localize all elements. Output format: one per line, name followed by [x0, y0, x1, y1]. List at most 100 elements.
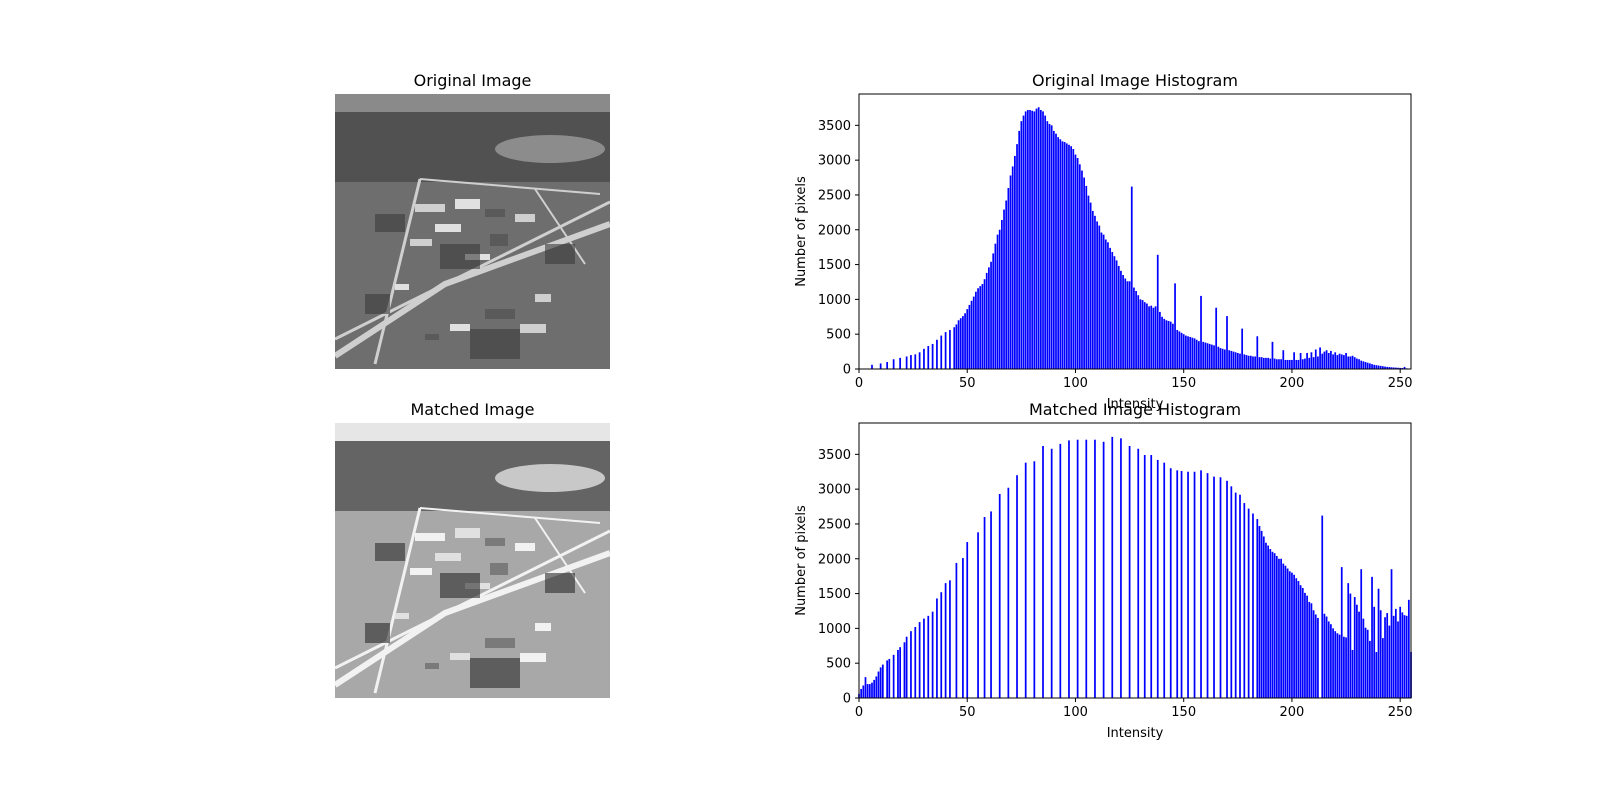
- histogram-bar: [860, 688, 863, 698]
- histogram-bar: [979, 286, 982, 369]
- x-tick-label: 200: [1280, 376, 1305, 391]
- histogram-bar: [1130, 186, 1133, 369]
- histogram-bar: [953, 327, 956, 369]
- histogram-bar: [1169, 468, 1172, 698]
- histogram-bar: [1256, 519, 1259, 698]
- histogram-bar: [1310, 352, 1313, 369]
- histogram-bar: [868, 684, 871, 698]
- histogram-bar: [1065, 143, 1068, 369]
- histogram-bar: [1204, 342, 1207, 369]
- histogram-bar: [1143, 455, 1146, 698]
- histogram-bar: [1074, 154, 1077, 369]
- histogram-bar: [1366, 629, 1369, 698]
- histogram-bar: [955, 324, 958, 369]
- y-tick-label: 500: [826, 657, 851, 672]
- histogram-bar: [1011, 166, 1014, 369]
- histogram-bar: [1327, 352, 1330, 369]
- histogram-bar: [927, 615, 930, 698]
- histogram-bar: [1379, 610, 1382, 698]
- histogram-bar: [1353, 597, 1356, 698]
- plot-frame: [858, 93, 1412, 370]
- histogram-bar: [875, 676, 878, 698]
- histogram-bar: [970, 300, 973, 369]
- histogram-bar: [1016, 144, 1018, 369]
- histogram-bar: [1206, 473, 1209, 698]
- histogram-bar: [1265, 542, 1267, 698]
- histogram-bar: [1005, 200, 1008, 369]
- histogram-bar: [1392, 615, 1395, 698]
- histogram-bar: [1102, 234, 1105, 369]
- histogram-bar: [1210, 344, 1213, 369]
- histogram-bar: [1146, 303, 1148, 369]
- histogram-bar: [998, 229, 1001, 369]
- histogram-bar: [957, 320, 960, 369]
- histogram-bar: [1386, 613, 1389, 698]
- y-tick-label: 1000: [818, 293, 851, 308]
- histogram-bar: [1282, 563, 1285, 698]
- histogram-bar: [1403, 366, 1406, 369]
- histogram-bar: [1262, 536, 1265, 698]
- histogram-bar: [1228, 350, 1231, 369]
- histogram-bar: [981, 284, 984, 369]
- histogram-bar: [1026, 110, 1029, 369]
- histogram-bar: [1085, 439, 1088, 698]
- histogram-bar: [1347, 356, 1350, 369]
- histogram-bar: [1223, 349, 1226, 369]
- histogram-bar: [1044, 115, 1047, 369]
- histogram-bar: [1379, 365, 1382, 369]
- chart-title: Original Image Histogram: [1032, 71, 1238, 90]
- histogram-bar: [1200, 295, 1202, 369]
- histogram-bar: [1185, 335, 1187, 369]
- histogram-bar: [1407, 599, 1410, 698]
- histogram-bar: [1126, 281, 1129, 369]
- y-tick-label: 0: [843, 692, 851, 707]
- histogram-bar: [1336, 633, 1339, 698]
- histogram-bar: [1037, 107, 1040, 369]
- y-tick-label: 0: [843, 363, 851, 378]
- y-tick-label: 3500: [818, 119, 851, 134]
- histogram-bar: [1312, 357, 1315, 369]
- histogram-bar: [1141, 300, 1144, 369]
- histogram-bar: [1139, 299, 1142, 369]
- histogram-bar: [1249, 355, 1252, 369]
- y-axis-label: Number of pixels: [794, 505, 809, 616]
- histogram-bar: [1330, 350, 1332, 369]
- histogram-bar: [1221, 348, 1224, 369]
- histogram-bar: [1340, 567, 1343, 698]
- histogram-bar: [1390, 569, 1393, 698]
- histogram-bar: [1364, 627, 1367, 698]
- histogram-bar: [1254, 356, 1257, 369]
- histogram-bar: [994, 243, 997, 369]
- histogram-bar: [1236, 352, 1239, 369]
- histogram-bar: [1226, 316, 1228, 369]
- histogram-bar: [1226, 480, 1228, 698]
- y-tick-label: 2000: [818, 223, 851, 238]
- histogram-bar: [964, 313, 966, 369]
- histogram-bar: [1039, 110, 1042, 369]
- histogram-bar: [1304, 358, 1306, 369]
- histogram-bar: [983, 516, 986, 698]
- histogram-bar: [1128, 281, 1131, 369]
- histogram-bar: [1349, 356, 1352, 369]
- histogram-bar: [1234, 352, 1237, 369]
- histogram-bar: [1280, 558, 1282, 698]
- histogram-bar: [1022, 115, 1025, 369]
- histogram-bar: [1150, 305, 1153, 369]
- y-tick-label: 2500: [818, 517, 851, 532]
- histogram-bar: [1343, 355, 1345, 369]
- histogram-bar: [949, 330, 951, 369]
- histogram-bar: [1394, 608, 1397, 698]
- histogram-bar: [1334, 352, 1337, 369]
- histogram-bar: [1048, 123, 1051, 369]
- histogram-bar: [1174, 283, 1176, 369]
- histogram-bar: [1245, 355, 1248, 369]
- histogram-bar: [1137, 448, 1140, 698]
- histogram-bar: [1349, 593, 1352, 698]
- histogram-bar: [1109, 247, 1111, 369]
- x-tick-label: 200: [1280, 705, 1305, 720]
- histogram-bar: [1230, 486, 1233, 698]
- histogram-bar: [1338, 634, 1341, 698]
- histogram-bar: [1009, 175, 1012, 369]
- histogram-bar: [918, 622, 921, 698]
- histogram-bar: [1317, 356, 1319, 369]
